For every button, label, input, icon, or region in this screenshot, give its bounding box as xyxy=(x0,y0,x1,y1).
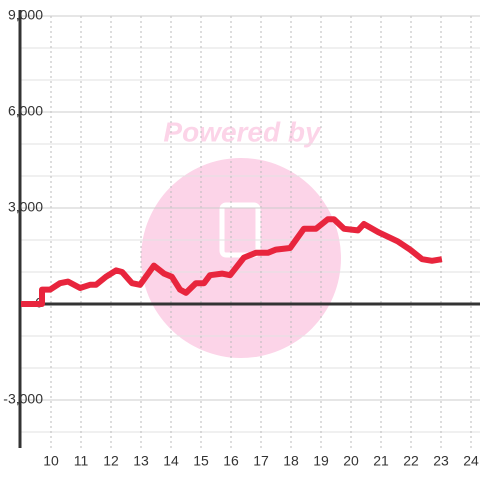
x-tick-label: 23 xyxy=(433,453,449,469)
y-tick-label: -3,000 xyxy=(3,391,43,407)
watermark-text: Powered by xyxy=(163,116,322,147)
x-tick-label: 10 xyxy=(43,453,59,469)
x-tick-label: 19 xyxy=(313,453,329,469)
x-tick-label: 21 xyxy=(373,453,389,469)
x-tick-label: 15 xyxy=(193,453,209,469)
x-tick-label: 13 xyxy=(133,453,149,469)
x-tick-label: 18 xyxy=(283,453,299,469)
x-tick-label: 17 xyxy=(253,453,269,469)
x-tick-label: 22 xyxy=(403,453,419,469)
data-line xyxy=(21,216,443,307)
x-tick-label: 16 xyxy=(223,453,239,469)
x-tick-label: 20 xyxy=(343,453,359,469)
x-tick-label: 14 xyxy=(163,453,179,469)
y-tick-label: 6,000 xyxy=(8,103,43,119)
x-tick-label: 24 xyxy=(463,453,479,469)
y-tick-label: 3,000 xyxy=(8,199,43,215)
y-tick-label: 9,000 xyxy=(8,7,43,23)
watermark-logo xyxy=(219,202,261,258)
x-tick-label: 11 xyxy=(74,453,89,469)
x-tick-label: 12 xyxy=(103,453,119,469)
